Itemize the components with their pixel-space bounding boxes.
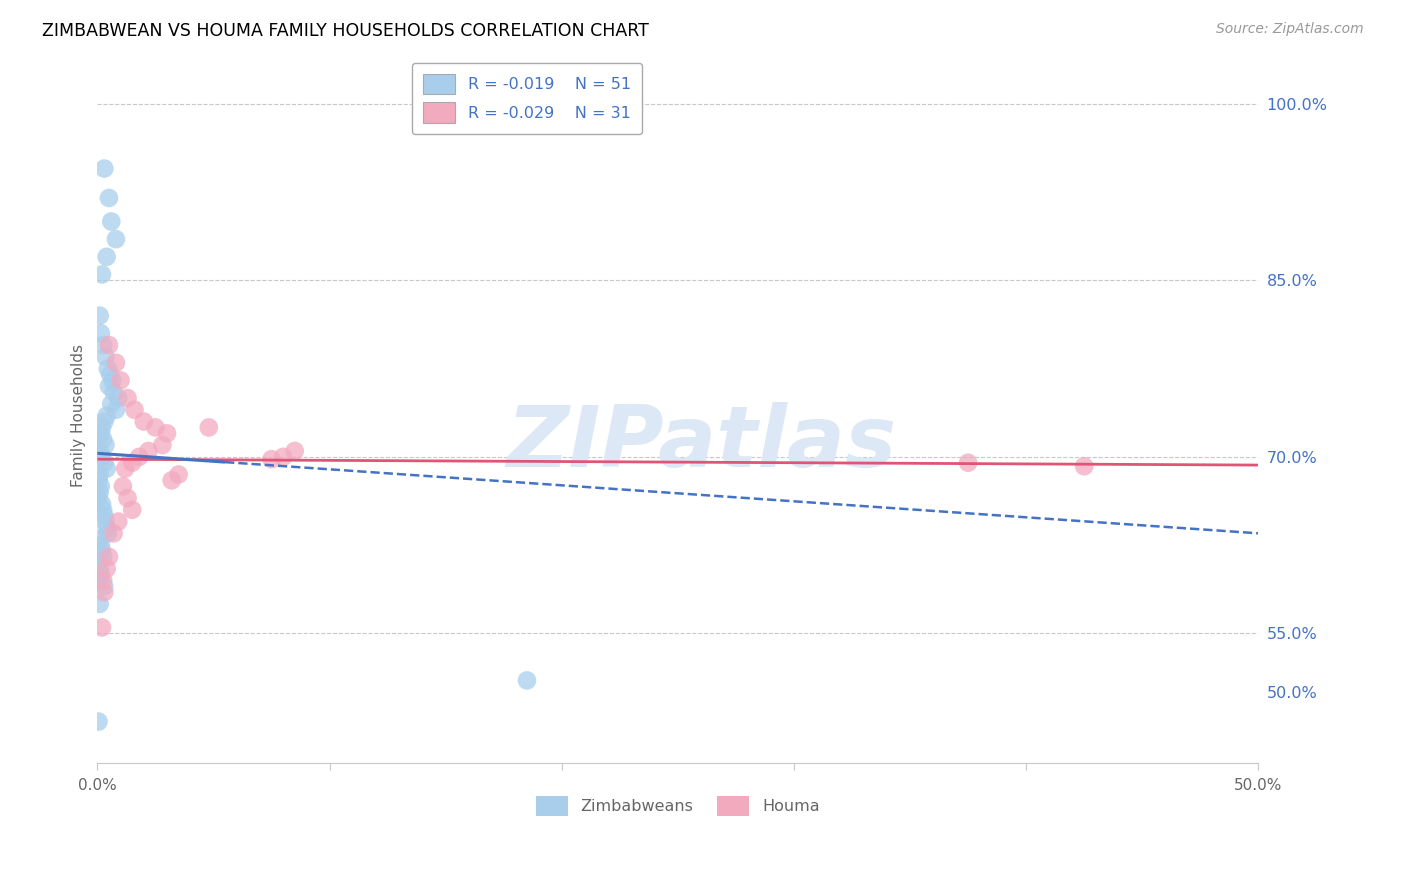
Point	[145, 420, 167, 434]
Point	[121, 456, 143, 470]
Point	[124, 402, 146, 417]
Point	[87, 714, 110, 729]
Point	[90, 479, 112, 493]
Point	[91, 497, 114, 511]
Point	[1073, 459, 1095, 474]
Point	[96, 561, 118, 575]
Point	[284, 444, 307, 458]
Point	[103, 526, 125, 541]
Point	[91, 420, 114, 434]
Text: ZIMBABWEAN VS HOUMA FAMILY HOUSEHOLDS CORRELATION CHART: ZIMBABWEAN VS HOUMA FAMILY HOUSEHOLDS CO…	[42, 22, 650, 40]
Point	[91, 338, 114, 352]
Y-axis label: Family Households: Family Households	[72, 344, 86, 487]
Point	[121, 503, 143, 517]
Point	[107, 515, 129, 529]
Point	[96, 520, 118, 534]
Point	[101, 373, 124, 387]
Point	[90, 567, 112, 582]
Text: Source: ZipAtlas.com: Source: ZipAtlas.com	[1216, 22, 1364, 37]
Point	[89, 597, 111, 611]
Point	[138, 444, 160, 458]
Point	[87, 491, 110, 505]
Point	[111, 479, 134, 493]
Point	[94, 515, 117, 529]
Point	[104, 356, 127, 370]
Point	[91, 549, 114, 564]
Point	[98, 368, 121, 382]
Point	[97, 549, 120, 564]
Point	[128, 450, 150, 464]
Point	[96, 461, 118, 475]
Point	[107, 391, 129, 405]
Point	[89, 444, 111, 458]
Point	[90, 538, 112, 552]
Point	[150, 438, 173, 452]
Point	[260, 452, 283, 467]
Point	[94, 438, 117, 452]
Point	[91, 450, 114, 464]
Point	[93, 579, 115, 593]
Point	[91, 432, 114, 446]
Point	[90, 426, 112, 441]
Point	[97, 361, 120, 376]
Point	[156, 426, 179, 441]
Point	[89, 309, 111, 323]
Point	[957, 456, 980, 470]
Point	[271, 450, 294, 464]
Point	[160, 474, 183, 488]
Point	[91, 503, 114, 517]
Point	[97, 338, 120, 352]
Point	[104, 402, 127, 417]
Point	[94, 350, 117, 364]
Point	[91, 620, 114, 634]
Point	[91, 574, 114, 588]
Point	[93, 585, 115, 599]
Point	[93, 161, 115, 176]
Point	[110, 373, 132, 387]
Point	[87, 474, 110, 488]
Point	[89, 485, 111, 500]
Point	[96, 409, 118, 423]
Point	[90, 326, 112, 341]
Text: ZIPatlas: ZIPatlas	[506, 402, 896, 485]
Point	[91, 544, 114, 558]
Point	[89, 467, 111, 482]
Point	[97, 526, 120, 541]
Point	[97, 379, 120, 393]
Point	[97, 191, 120, 205]
Point	[117, 491, 139, 505]
Point	[104, 232, 127, 246]
Point	[132, 415, 155, 429]
Point	[89, 532, 111, 546]
Point	[93, 456, 115, 470]
Point	[96, 250, 118, 264]
Point	[167, 467, 190, 482]
Point	[198, 420, 221, 434]
Point	[100, 397, 122, 411]
Point	[114, 461, 136, 475]
Point	[93, 508, 115, 523]
Point	[117, 391, 139, 405]
Point	[103, 385, 125, 400]
Point	[93, 415, 115, 429]
Point	[91, 268, 114, 282]
Legend: Zimbabweans, Houma: Zimbabweans, Houma	[527, 788, 828, 824]
Point	[516, 673, 538, 688]
Point	[100, 214, 122, 228]
Point	[87, 556, 110, 570]
Point	[87, 574, 110, 588]
Point	[89, 561, 111, 575]
